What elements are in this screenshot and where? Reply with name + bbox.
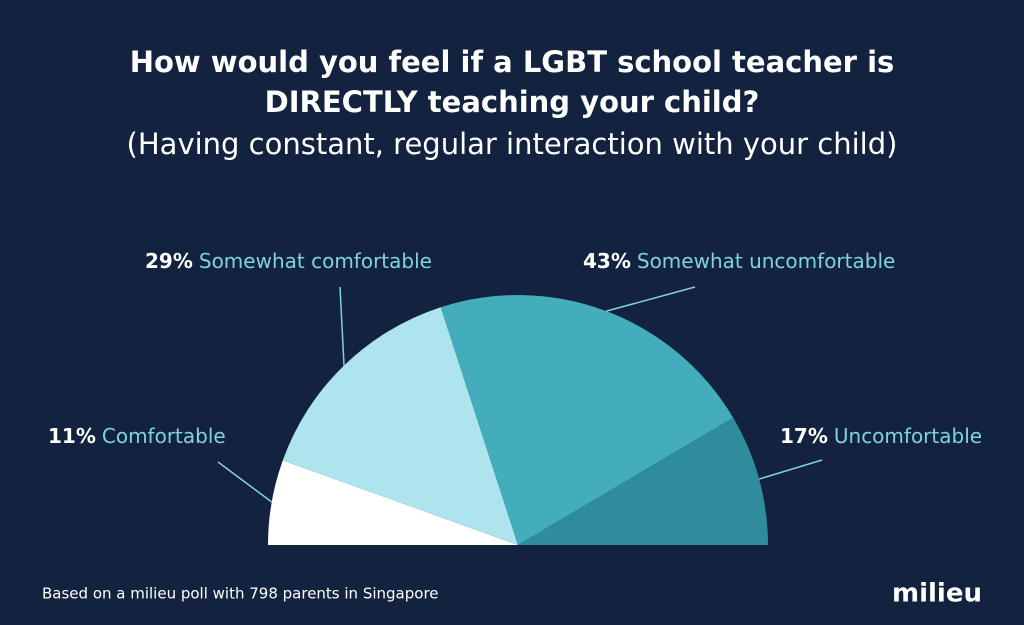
data-label-category: Uncomfortable	[834, 424, 982, 448]
leader-line	[217, 461, 273, 503]
data-label-value: 43%	[583, 249, 631, 273]
data-label-category: Somewhat uncomfortable	[637, 249, 895, 273]
data-label: 29% Somewhat comfortable	[145, 249, 432, 273]
footnote: Based on a milieu poll with 798 parents …	[42, 585, 439, 603]
data-label-value: 11%	[48, 424, 96, 448]
slice	[268, 460, 518, 545]
data-label-value: 29%	[145, 249, 193, 273]
data-label-value: 17%	[780, 424, 828, 448]
slice	[440, 295, 734, 545]
data-label: 43% Somewhat uncomfortable	[583, 249, 895, 273]
data-label: 11% Comfortable	[48, 424, 226, 448]
leader-line	[758, 459, 823, 480]
data-label-category: Comfortable	[102, 424, 226, 448]
data-label: 17% Uncomfortable	[780, 424, 982, 448]
logo: milieu	[892, 579, 982, 609]
chart-subtitle: (Having constant, regular interaction wi…	[127, 127, 898, 161]
leader-line	[606, 286, 696, 312]
leader-line	[339, 286, 345, 366]
chart-title: How would you feel if a LGBT school teac…	[130, 45, 895, 79]
slice	[518, 417, 768, 545]
slice	[282, 307, 518, 545]
data-label-category: Somewhat comfortable	[199, 249, 432, 273]
chart-title: DIRECTLY teaching your child?	[265, 85, 760, 119]
